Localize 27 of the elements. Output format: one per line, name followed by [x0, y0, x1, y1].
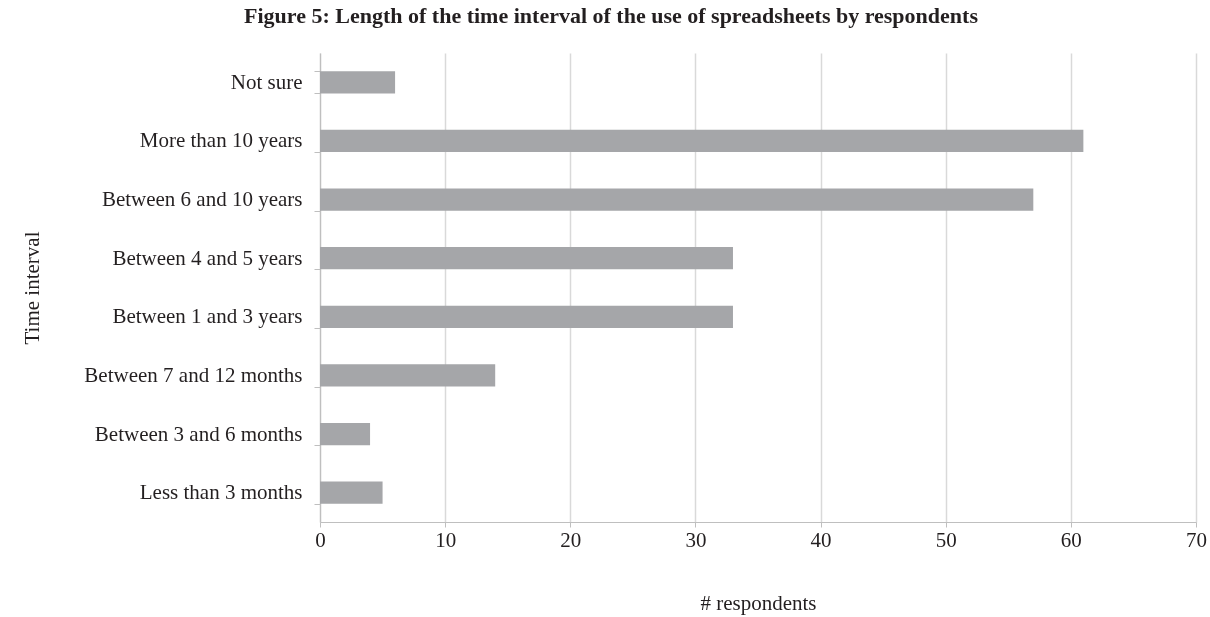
x-tick-label: 40 — [810, 527, 832, 552]
bar — [320, 481, 383, 504]
bar — [320, 71, 396, 94]
bar — [320, 247, 733, 270]
chart-title: Figure 5: Length of the time interval of the use of spreadsheets by respondents — [244, 3, 979, 28]
bar — [320, 129, 1084, 153]
bar — [320, 422, 371, 446]
y-tick-label: More than 10 years — [139, 128, 303, 153]
y-tick-label: Not sure — [230, 69, 303, 94]
bar — [320, 188, 1034, 211]
y-tick-label: Between 3 and 6 months — [94, 421, 303, 446]
x-tick-label: 10 — [435, 527, 457, 552]
x-tick-label: 0 — [315, 527, 326, 552]
y-tick-label: Between 7 and 12 months — [84, 362, 303, 387]
bar — [320, 305, 733, 328]
x-tick-label: 60 — [1060, 527, 1082, 552]
x-tick-label: 20 — [560, 527, 582, 552]
y-tick-label: Between 1 and 3 years — [112, 304, 303, 329]
x-tick-label: 70 — [1186, 527, 1207, 552]
bar — [320, 364, 496, 387]
y-tick-label: Between 4 and 5 years — [112, 245, 303, 270]
y-axis-title: Time interval — [19, 231, 44, 345]
x-axis-title: # respondents — [700, 590, 817, 615]
x-tick-label: 50 — [935, 527, 957, 552]
x-tick-label: 30 — [685, 527, 707, 552]
y-tick-label: Less than 3 months — [139, 480, 303, 505]
y-tick-label: Between 6 and 10 years — [101, 187, 303, 212]
